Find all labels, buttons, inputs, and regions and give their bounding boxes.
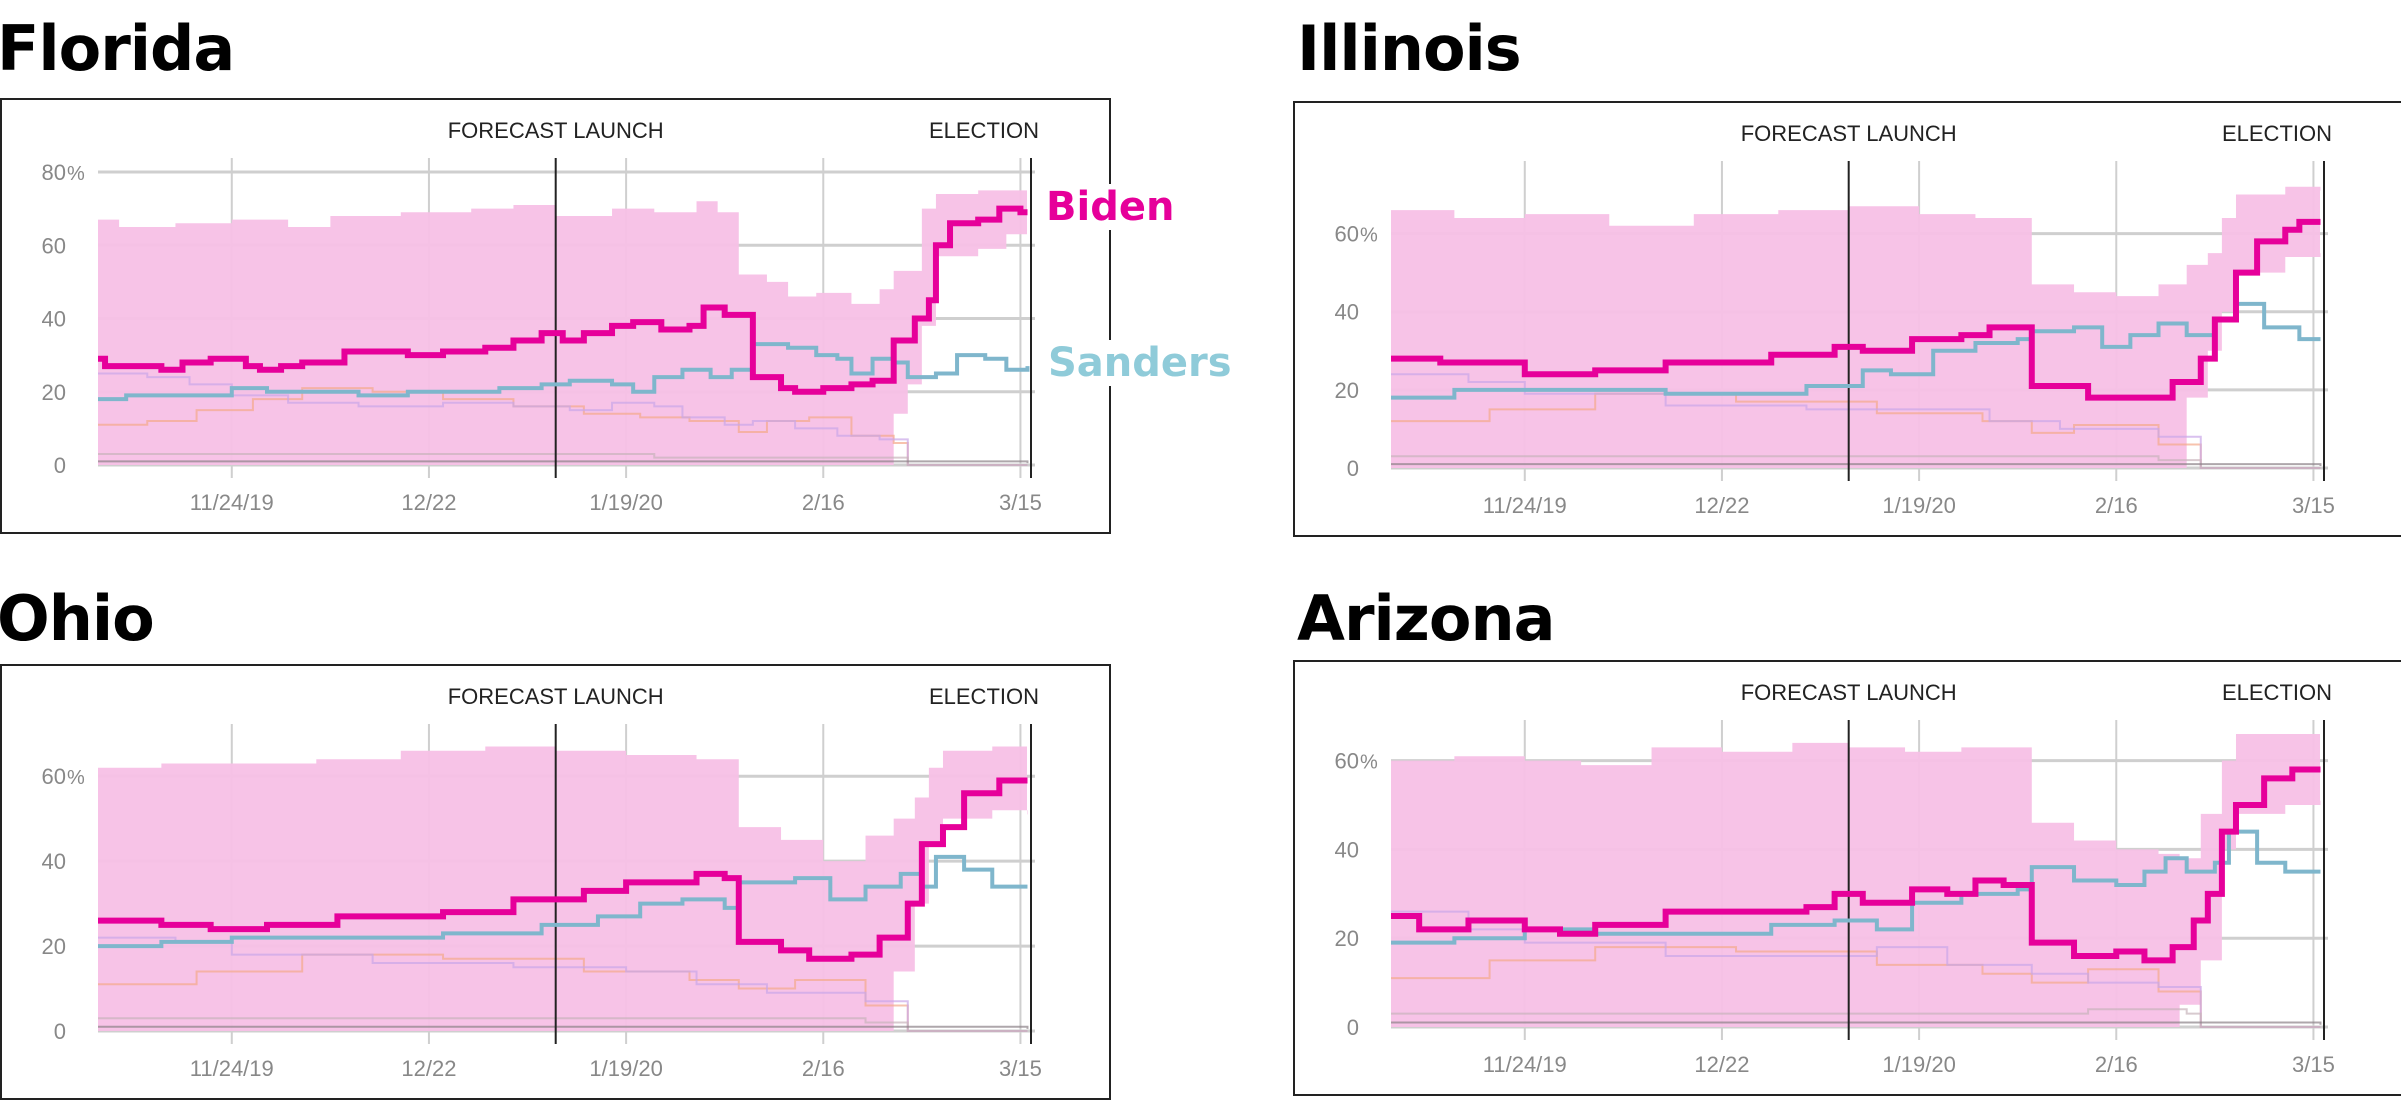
biden-line xyxy=(1391,766,2321,964)
x-tick-label: 1/19/20 xyxy=(589,1056,662,1081)
forecast-launch-label: FORECAST LAUNCH xyxy=(1741,121,1957,146)
biden-range-band xyxy=(98,746,1028,1031)
x-tick-label: 3/15 xyxy=(2292,493,2335,518)
x-tick-label: 12/22 xyxy=(401,1056,456,1081)
other-candidate-line xyxy=(98,1025,1029,1029)
chart-panel-arizona: 0 20 40 60% 11/24/19 12/22 1/19/20 2/16 3/15 FORE… xyxy=(1293,660,2401,1096)
x-tick-label: 11/24/19 xyxy=(1483,493,1567,518)
chart-svg: 0 20 40 60 % 11/24/19 12/22 1/19/20 2/16 3/15 FORE… xyxy=(42,684,1042,1081)
other-candidate-line xyxy=(1391,1021,2322,1025)
x-tick-label: 2/16 xyxy=(802,490,845,515)
y-tick-label: 40 xyxy=(42,849,66,874)
x-tick-label: 1/19/20 xyxy=(1882,1052,1955,1077)
y-tick-label: 0 xyxy=(1347,1015,1359,1040)
forecast-launch-label: FORECAST LAUNCH xyxy=(448,684,664,709)
chart-panel-ohio: 0 20 40 60% 11/24/19 12/22 1/19/20 2/16 3/15 FORE… xyxy=(0,664,1111,1100)
election-label: ELECTION xyxy=(2222,121,2332,146)
y-tick-label: 60 xyxy=(1335,222,1359,247)
biden-line xyxy=(98,777,1028,962)
biden-range-band xyxy=(1391,734,2321,1027)
y-tick-label: 0 xyxy=(1347,456,1359,481)
biden-line xyxy=(1391,218,2321,401)
x-tick-label: 11/24/19 xyxy=(190,1056,274,1081)
chart-svg: 0 20 40 60 % 11/24/19 12/22 1/19/20 2/16 3/15 FORE… xyxy=(1335,121,2335,518)
y-tick-label: 20 xyxy=(1335,926,1359,951)
y-tick-percent: % xyxy=(67,163,85,185)
x-tick-label: 11/24/19 xyxy=(1483,1052,1567,1077)
y-tick-percent: % xyxy=(67,767,85,789)
legend-label-biden: Biden xyxy=(1042,184,1179,230)
y-tick-label: 40 xyxy=(1335,837,1359,862)
y-tick-label: 20 xyxy=(42,380,66,405)
other-candidate-line xyxy=(1391,373,2321,469)
x-tick-label: 2/16 xyxy=(802,1056,845,1081)
sanders-line xyxy=(98,342,1030,402)
other-candidate-line xyxy=(98,453,1028,466)
x-tick-label: 1/19/20 xyxy=(1882,493,1955,518)
y-tick-label: 0 xyxy=(54,453,66,478)
x-tick-label: 3/15 xyxy=(2292,1052,2335,1077)
y-tick-label: 20 xyxy=(1335,378,1359,403)
x-tick-label: 12/22 xyxy=(1694,1052,1749,1077)
chart-svg: 0 20 40 60 80 % 11/24/19 12/22 1/19/20 2/16 3/15 FO… xyxy=(42,118,1042,515)
y-tick-percent: % xyxy=(1360,225,1378,247)
x-tick-label: 12/22 xyxy=(1694,493,1749,518)
x-tick-label: 1/19/20 xyxy=(589,490,662,515)
other-candidate-line xyxy=(1391,392,2321,469)
chart-panel-illinois: 0 20 40 60% 11/24/19 12/22 1/19/20 2/16 3/15 FORE… xyxy=(1293,101,2401,537)
biden-line xyxy=(98,205,1028,395)
other-candidate-line xyxy=(98,1017,1028,1032)
y-tick-label: 40 xyxy=(1335,300,1359,325)
biden-range-band xyxy=(1391,186,2321,468)
x-tick-label: 2/16 xyxy=(2095,1052,2138,1077)
election-label: ELECTION xyxy=(2222,680,2332,705)
state-title-florida: Florida xyxy=(0,12,235,85)
other-candidate-line xyxy=(1391,455,2321,469)
y-tick-label: 60 xyxy=(42,764,66,789)
forecast-launch-label: FORECAST LAUNCH xyxy=(448,118,664,143)
other-candidate-line xyxy=(98,460,1029,464)
y-tick-label: 40 xyxy=(42,307,66,332)
legend-label-sanders: Sanders xyxy=(1044,340,1236,386)
biden-range-band xyxy=(98,190,1028,465)
state-title-ohio: Ohio xyxy=(0,582,155,655)
forecast-launch-label: FORECAST LAUNCH xyxy=(1741,680,1957,705)
x-tick-label: 2/16 xyxy=(2095,493,2138,518)
chart-svg: 0 20 40 60 % 11/24/19 12/22 1/19/20 2/16 3/15 FORE… xyxy=(1335,680,2335,1077)
other-candidate-line xyxy=(1391,463,2322,467)
x-tick-label: 11/24/19 xyxy=(190,490,274,515)
y-tick-label: 0 xyxy=(54,1019,66,1044)
election-label: ELECTION xyxy=(929,118,1039,143)
election-label: ELECTION xyxy=(929,684,1039,709)
other-candidate-line xyxy=(98,936,1028,1032)
x-tick-label: 3/15 xyxy=(999,490,1042,515)
chart-panel-florida: 0 20 40 60 80% 11/24/19 12/22 1/19/20 2/16 3/15 FO… xyxy=(0,98,1111,534)
y-tick-label: 20 xyxy=(42,934,66,959)
y-tick-percent: % xyxy=(1360,752,1378,774)
state-title-illinois: Illinois xyxy=(1297,12,1522,85)
other-candidate-line xyxy=(98,387,1028,466)
y-tick-label: 60 xyxy=(42,233,66,258)
state-title-arizona: Arizona xyxy=(1297,582,1555,655)
y-tick-label: 60 xyxy=(1335,749,1359,774)
y-tick-label: 80 xyxy=(42,160,66,185)
x-tick-label: 3/15 xyxy=(999,1056,1042,1081)
x-tick-label: 12/22 xyxy=(401,490,456,515)
